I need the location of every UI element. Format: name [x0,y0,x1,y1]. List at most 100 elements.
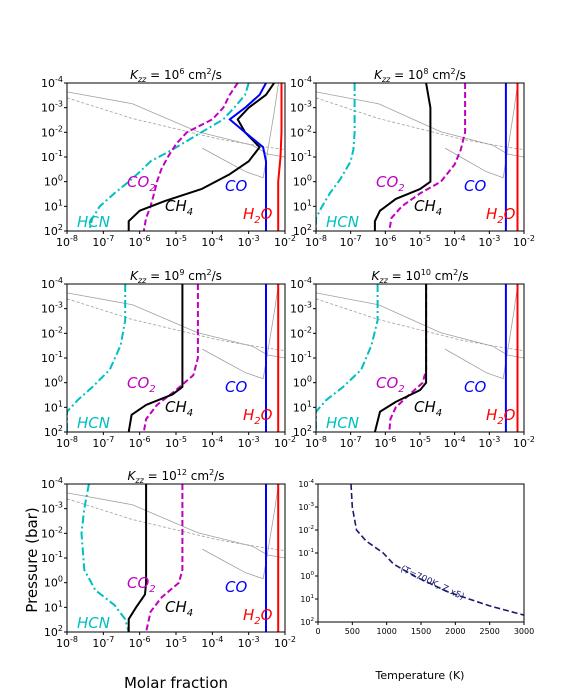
label-h2o: H2O [243,406,273,427]
tick-base: 10 [44,426,58,439]
species-label-part: CO [127,574,149,592]
plot-area [316,83,524,231]
species-label-part: CH [165,197,187,215]
tick-exponent: -3 [55,501,63,510]
tick-exponent: -6 [143,635,151,644]
species-label-part: CO [127,173,149,191]
tick-base: 10 [44,577,58,590]
plot-area [67,83,285,231]
tick-exponent: -7 [354,234,362,243]
x-tick-label: 0 [315,627,320,636]
tick-exponent: -3 [55,100,63,109]
y-tick-label: 101 [44,198,63,213]
tick-base: 10 [305,437,319,450]
y-tick-label: 100 [44,575,63,590]
y-tick-label: 10-1 [290,350,312,365]
tick-exponent: 1 [58,399,63,408]
x-tick-label: 10-8 [56,635,78,650]
label-ch4: CH4 [165,197,193,218]
panel-title: Kzz = 109 cm2/s [130,268,222,285]
label-hcn: HCN [326,414,359,432]
tick-base: 10 [290,327,304,340]
tick-exponent: -1 [304,350,312,359]
label-co2: CO2 [376,173,405,194]
equilibrium-guide-line [67,292,285,359]
x-tick-label: 10-7 [92,234,114,249]
tick-base: 10 [165,637,179,650]
tick-exponent: -1 [55,350,63,359]
tick-base: 10 [41,126,55,139]
equilibrium-guide-line [202,83,279,179]
x-tick-label: 10-6 [129,435,151,450]
tick-exponent: -4 [215,635,223,644]
x-tick-label: 10-8 [305,435,327,450]
label-co2: CO2 [127,374,156,395]
figure-y-axis-label: Pressure (bar) [23,507,41,612]
title-k: K [130,269,139,283]
tick-exponent: -3 [304,301,312,310]
x-tick-label: 10-2 [274,435,296,450]
series-line-ch4 [373,284,428,432]
x-tick-label: 10-4 [444,435,466,450]
equilibrium-guide-line [202,484,279,580]
y-tick-label: 102 [44,424,63,439]
y-tick-label: 10-4 [41,75,63,90]
tick-base: 10 [274,637,288,650]
tick-base: 10 [44,225,58,238]
x-tick-label: 10-6 [374,234,396,249]
tick-exponent: -3 [252,234,260,243]
species-label-part: 2 [254,416,260,427]
tick-exponent: 1 [307,198,312,207]
tick-base: 10 [238,637,252,650]
plot-area [350,484,524,616]
equilibrium-guide-line [316,91,524,158]
tick-base: 10 [290,278,304,291]
tick-exponent: -7 [106,234,114,243]
species-label-part: CH [165,598,187,616]
tick-base: 10 [300,595,310,604]
tick-base: 10 [44,200,58,213]
plot-area [316,284,524,432]
tick-exponent: -4 [304,276,312,285]
x-tick-label: 10-8 [56,435,78,450]
title-sub: zz [378,276,388,285]
species-label-part: 4 [187,608,193,619]
tick-exponent: -8 [70,635,78,644]
tick-exponent: -4 [309,479,315,485]
x-tick-label: 10-3 [478,435,500,450]
x-tick-label: 10-7 [92,435,114,450]
y-tick-label: 10-4 [41,476,63,491]
title-unit-s: /s [458,269,468,283]
y-tick-label: 10-3 [290,301,312,316]
x-tick-label: 10-2 [513,435,535,450]
species-label-part: H [486,406,497,424]
series-line-hcn [316,83,356,231]
x-tick-label: 10-4 [201,234,223,249]
label-co: CO [464,177,486,195]
tick-exponent: -2 [288,635,296,644]
tick-base: 10 [374,437,388,450]
tick-base: 10 [41,303,55,316]
tick-base: 10 [41,278,55,291]
y-tick-label: 10-4 [290,75,312,90]
tick-exponent: -1 [55,149,63,158]
species-label-part: 2 [149,584,155,595]
title-unit-s: /s [456,68,466,82]
label-ch4: CH4 [165,398,193,419]
tick-base: 10 [409,236,423,249]
x-tick-label: 10-3 [238,234,260,249]
x-tick-label: 10-8 [305,234,327,249]
equilibrium-guide-line [444,83,519,179]
x-tick-label: 10-7 [340,435,362,450]
tick-base: 10 [293,377,307,390]
tick-base: 10 [41,151,55,164]
species-label-part: H [243,606,254,624]
tick-exponent: 0 [311,571,315,577]
equilibrium-guide-line [67,91,285,158]
tick-base: 10 [129,637,143,650]
tick-base: 10 [44,601,58,614]
species-label-part: 2 [497,416,503,427]
species-label-part: HCN [326,213,359,231]
tick-base: 10 [290,151,304,164]
